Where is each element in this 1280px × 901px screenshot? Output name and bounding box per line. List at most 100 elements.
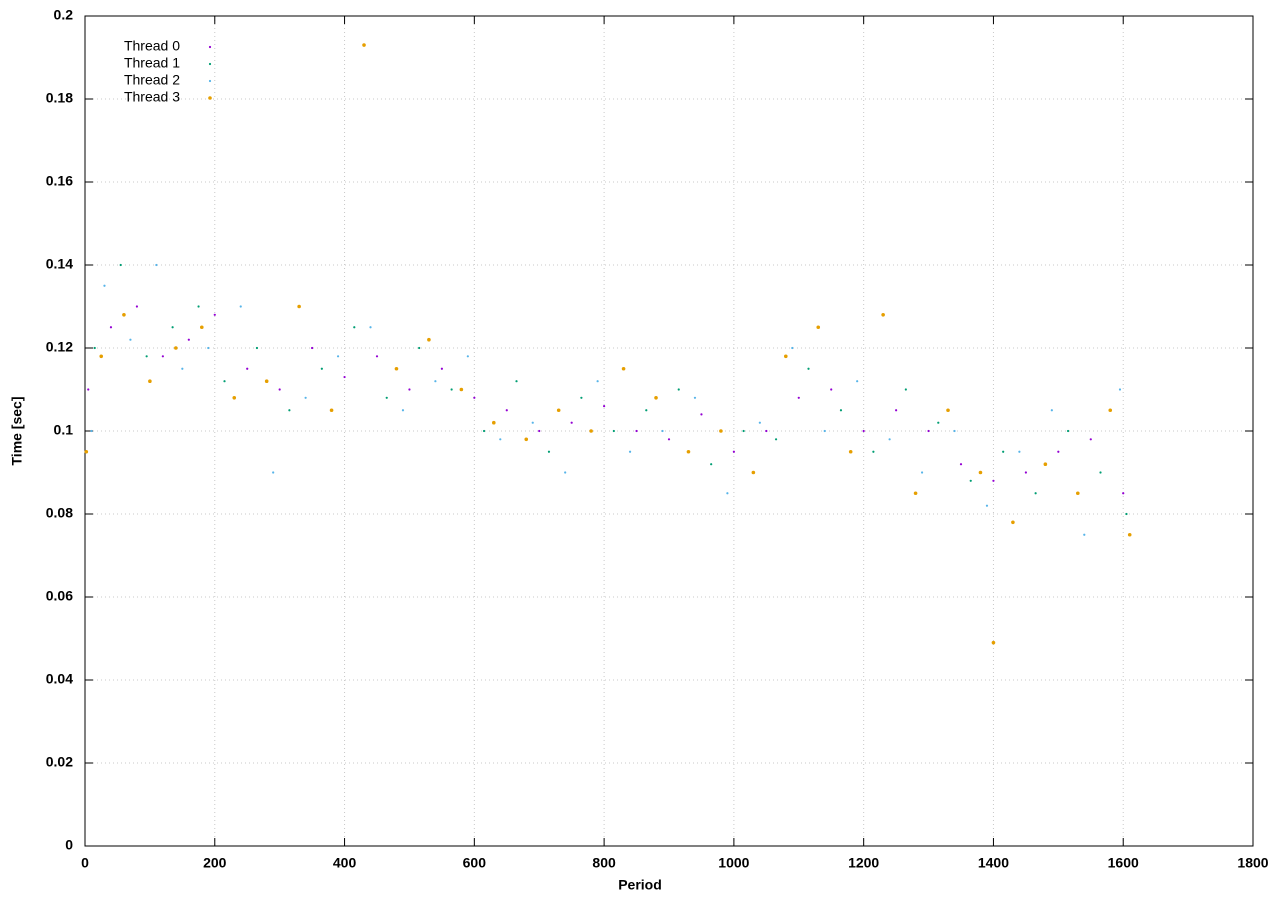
- legend-label: Thread 2: [124, 72, 180, 88]
- point: [823, 429, 826, 433]
- legend-marker: [208, 79, 212, 83]
- point: [830, 388, 833, 391]
- point: [515, 380, 518, 383]
- point: [635, 429, 638, 433]
- point: [856, 380, 859, 383]
- point: [499, 438, 502, 441]
- point: [991, 640, 996, 645]
- point: [394, 366, 399, 371]
- point: [742, 429, 745, 433]
- point: [434, 380, 437, 383]
- y-tick-label: 0.18: [46, 90, 73, 106]
- point: [1057, 450, 1060, 453]
- point: [304, 396, 307, 399]
- point: [621, 366, 626, 371]
- y-tick-label: 0: [65, 837, 73, 853]
- y-tick-label: 0.02: [46, 754, 73, 770]
- point: [135, 305, 139, 308]
- point: [774, 438, 778, 441]
- point: [187, 338, 190, 341]
- point: [1108, 408, 1113, 413]
- point: [119, 263, 122, 267]
- point: [839, 409, 843, 412]
- point: [1099, 471, 1102, 474]
- x-tick-label: 400: [333, 855, 357, 871]
- point: [482, 429, 486, 433]
- point: [848, 449, 853, 454]
- point: [758, 421, 761, 424]
- x-tick-label: 1200: [848, 855, 879, 871]
- x-tick-label: 1400: [978, 855, 1009, 871]
- point: [547, 450, 551, 453]
- x-tick-label: 600: [463, 855, 487, 871]
- point: [1066, 429, 1070, 433]
- point: [1125, 512, 1128, 516]
- legend-label: Thread 3: [124, 89, 180, 105]
- point: [904, 388, 907, 391]
- point: [1127, 532, 1132, 537]
- point: [726, 492, 729, 495]
- point: [719, 429, 723, 433]
- point: [122, 313, 126, 317]
- point: [784, 354, 788, 359]
- point: [570, 421, 573, 424]
- point: [450, 388, 453, 391]
- point: [329, 408, 334, 413]
- point: [87, 388, 90, 391]
- point: [888, 438, 891, 441]
- point: [881, 313, 885, 317]
- point: [369, 326, 372, 329]
- x-tick-label: 1600: [1108, 855, 1139, 871]
- point: [440, 367, 443, 370]
- point: [288, 409, 291, 412]
- point: [946, 408, 950, 413]
- point: [246, 367, 249, 370]
- point: [311, 346, 314, 350]
- point: [1118, 388, 1122, 391]
- point: [148, 379, 152, 384]
- point: [1083, 533, 1086, 536]
- point: [628, 450, 632, 453]
- point: [272, 471, 275, 474]
- plot-frame: [84, 15, 1254, 847]
- point: [596, 380, 599, 383]
- point: [171, 326, 174, 329]
- point: [174, 346, 178, 350]
- point: [99, 354, 104, 359]
- point: [751, 470, 756, 475]
- point: [686, 449, 691, 454]
- legend-marker: [208, 62, 212, 66]
- point: [320, 367, 323, 370]
- legend-marker: [208, 45, 212, 49]
- point: [336, 355, 340, 358]
- legend-label: Thread 0: [124, 38, 180, 54]
- point: [1076, 491, 1080, 496]
- point: [1043, 462, 1048, 467]
- x-tick-label: 800: [592, 855, 616, 871]
- point: [654, 396, 658, 400]
- legend-label: Thread 1: [124, 55, 180, 71]
- point: [473, 396, 476, 399]
- point: [1089, 438, 1092, 441]
- point: [255, 346, 259, 350]
- point: [161, 355, 164, 358]
- point: [459, 387, 464, 392]
- point: [895, 409, 898, 412]
- point: [1122, 492, 1125, 495]
- x-tick-label: 200: [203, 855, 227, 871]
- point: [661, 429, 664, 433]
- point: [700, 413, 703, 416]
- y-tick-label: 0.12: [46, 339, 73, 355]
- point: [667, 438, 671, 441]
- point: [612, 429, 615, 433]
- point: [109, 326, 113, 329]
- y-tick-label: 0.14: [46, 256, 73, 272]
- point: [524, 437, 529, 442]
- point: [232, 396, 237, 400]
- point: [297, 304, 301, 309]
- point: [992, 479, 995, 482]
- point: [1011, 520, 1015, 525]
- point: [985, 504, 989, 507]
- point: [385, 396, 388, 399]
- y-tick-label: 0.2: [54, 7, 74, 23]
